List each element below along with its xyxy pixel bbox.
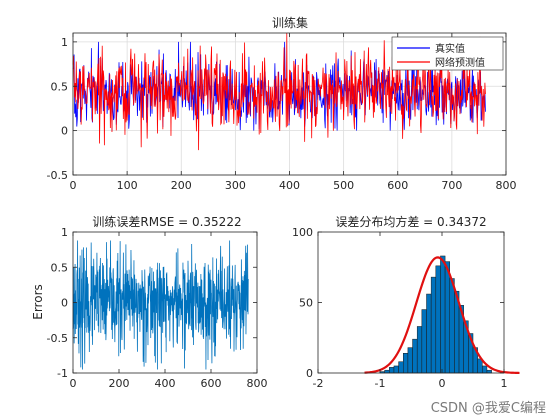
bottom-right-chart-title: 误差分布均方差 = 0.34372 <box>335 214 486 229</box>
error-chart-y-tick-label: 0 <box>61 297 68 310</box>
histogram-bar <box>440 255 446 374</box>
watermark: CSDN @我爱C编程 <box>431 401 546 416</box>
histogram-bar <box>426 293 432 374</box>
legend-box <box>391 36 504 71</box>
error-chart-x-tick-label: 0 <box>70 377 77 390</box>
top-chart-x-tick-label: 600 <box>387 179 408 192</box>
hist-chart-x-tick-label: 0 <box>439 377 446 390</box>
error-chart-y-tick-label: -0.5 <box>47 332 68 345</box>
top-chart-y-tick-label: 0.5 <box>51 80 69 93</box>
hist-chart-x-tick-label: 1 <box>501 377 508 390</box>
histogram-bar <box>486 369 492 374</box>
histogram-bar <box>430 276 437 374</box>
top-chart-x-tick-label: 200 <box>171 179 192 192</box>
error-series-line <box>72 240 249 370</box>
bottom-left-chart-title: 训练误差RMSE = 0.35222 <box>92 214 241 229</box>
top-chart-x-tick-label: 400 <box>279 179 300 192</box>
top-chart-x-tick-label: 300 <box>225 179 246 192</box>
legend-label-true: 真实值 <box>435 42 465 55</box>
top-chart-x-tick-label: 800 <box>496 179 517 192</box>
top-chart-x-tick-label: 700 <box>441 179 462 192</box>
hist-chart-y-tick-label: 0 <box>306 367 313 380</box>
top-chart-y-tick-label: 0 <box>61 125 68 138</box>
error-chart-plot-content <box>72 240 249 370</box>
histogram-bar <box>403 353 409 374</box>
histogram-bar <box>412 338 418 374</box>
top-chart-x-tick-label: 0 <box>70 179 77 192</box>
histogram-bar <box>435 265 441 374</box>
top-chart-x-tick-label: 500 <box>333 179 354 192</box>
error-chart-y-tick-label: 1 <box>61 226 68 239</box>
top-chart-y-tick-label: -0.5 <box>47 169 68 182</box>
histogram-bar <box>393 365 399 374</box>
bottom-left-y-axis-label: Errors <box>31 284 45 320</box>
histogram-bar <box>449 278 455 374</box>
error-chart-x-tick-label: 600 <box>201 377 222 390</box>
histogram-bar <box>421 309 427 374</box>
error-chart-x-tick-label: 800 <box>247 377 268 390</box>
top-chart-y-tick-label: 1 <box>61 36 68 49</box>
histogram-bar <box>384 369 390 374</box>
top-chart-x-tick-label: 100 <box>117 179 138 192</box>
error-chart-y-tick-label: -1 <box>57 367 68 380</box>
histogram-bar <box>416 326 423 374</box>
hist-chart-y-tick-label: 50 <box>299 297 313 310</box>
histogram-bar <box>477 358 483 374</box>
histogram-bar <box>389 367 395 374</box>
error-chart-y-tick-label: 0.5 <box>51 261 69 274</box>
histogram-bar <box>444 261 451 374</box>
error-chart-x-tick-label: 400 <box>155 377 176 390</box>
top-chart-title: 训练集 <box>272 15 308 30</box>
histogram-bar <box>398 361 404 374</box>
error-chart-x-tick-label: 200 <box>109 377 130 390</box>
legend-label-predicted: 网络预测值 <box>435 56 485 69</box>
histogram-bar <box>407 347 413 374</box>
hist-chart-x-tick-label: -2 <box>313 377 324 390</box>
series-line-predicted <box>72 32 486 151</box>
histogram-bar <box>482 365 488 374</box>
normal-fit-curve <box>364 256 520 375</box>
hist-chart-y-tick-label: 100 <box>292 226 313 239</box>
hist-chart-x-tick-label: -1 <box>375 377 386 390</box>
